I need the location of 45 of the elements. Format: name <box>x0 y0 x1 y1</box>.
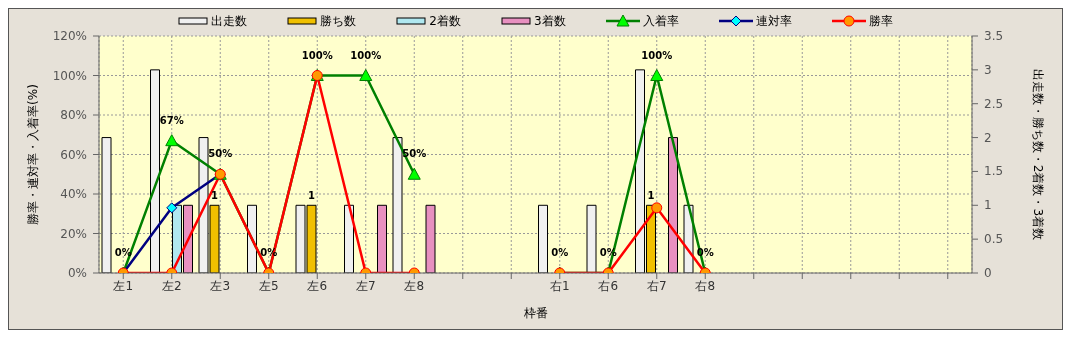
legend-label: 3着数 <box>534 12 566 30</box>
x-tick-label: 右8 <box>695 278 716 293</box>
y-tick-label: 40% <box>60 187 87 201</box>
x-tick-label: 右7 <box>646 278 667 293</box>
legend-label: 出走数 <box>211 12 248 30</box>
y-tick-label: 80% <box>60 108 87 122</box>
x-tick-label: 左7 <box>355 278 376 293</box>
data-label: 67% <box>159 114 184 126</box>
legend-label: 勝率 <box>868 12 893 30</box>
data-label: 0% <box>551 247 569 258</box>
x-tick-label: 左2 <box>161 278 182 293</box>
x-tick-label: 左1 <box>113 278 134 293</box>
data-label: 1 <box>647 190 655 202</box>
legend-label: 2着数 <box>429 12 461 30</box>
data-label: 100% <box>350 49 382 61</box>
x-tick-label: 左5 <box>258 278 279 293</box>
y2-tick-label: 3.5 <box>984 29 1004 43</box>
x-tick-label: 右1 <box>549 278 570 293</box>
data-label: 50% <box>208 148 233 160</box>
y-axis-title: 勝率・連対率・入着率(%) <box>26 84 41 225</box>
y2-axis-title: 出走数・勝ち数・2着数・3着数 <box>1030 68 1045 241</box>
legend-label: 勝ち数 <box>320 12 357 30</box>
y2-tick-label: 0.5 <box>984 232 1004 247</box>
y2-tick-label: 0 <box>984 266 992 280</box>
y-tick-label: 20% <box>60 226 87 241</box>
y2-tick-label: 2.5 <box>984 96 1004 111</box>
data-label: 1 <box>211 190 219 202</box>
legend-label: 入着率 <box>642 12 679 30</box>
data-label: 1 <box>308 190 316 202</box>
y2-tick-label: 3 <box>984 62 992 77</box>
x-tick-label: 右6 <box>598 278 619 293</box>
y-tick-label: 120% <box>52 29 87 43</box>
y2-tick-label: 1 <box>984 198 992 213</box>
y-tick-label: 60% <box>60 147 87 162</box>
x-axis-title: 枠番 <box>522 306 548 320</box>
y2-tick-label: 1.5 <box>984 164 1004 179</box>
legend-label: 連対率 <box>755 12 792 30</box>
x-tick-label: 左3 <box>210 278 231 293</box>
y-tick-label: 0% <box>67 266 87 280</box>
y2-tick-label: 2 <box>984 130 992 145</box>
x-tick-label: 左6 <box>307 278 328 293</box>
y-tick-label: 100% <box>52 68 87 83</box>
x-tick-label: 左8 <box>404 278 425 293</box>
data-label: 100% <box>301 49 333 61</box>
data-label: 100% <box>641 49 673 61</box>
